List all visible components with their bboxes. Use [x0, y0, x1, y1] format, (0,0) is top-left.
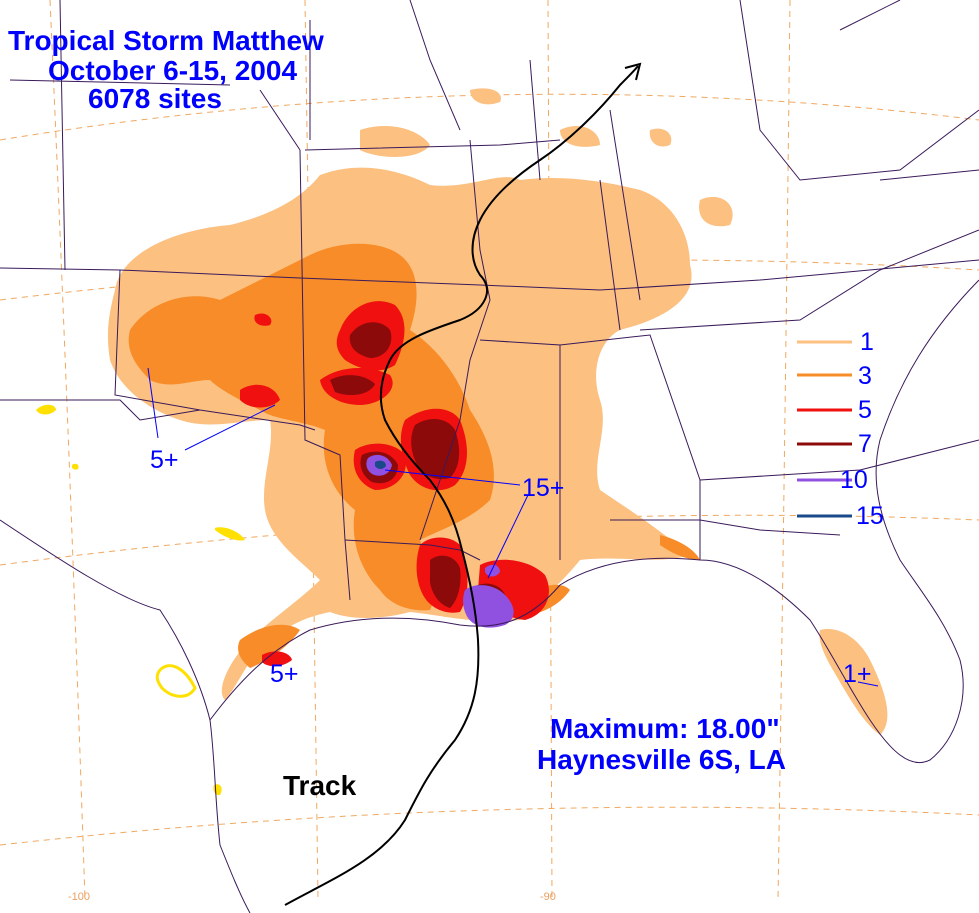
longitude-label-left: -100: [68, 891, 90, 903]
title-line-3: 6078 sites: [88, 83, 222, 114]
rainfall-15-inch-area: [375, 460, 386, 469]
annotation-leaders: [147, 367, 879, 687]
legend-label-1: 1: [860, 328, 874, 356]
center-max-label: 15+: [522, 474, 564, 502]
legend-label-7: 7: [858, 430, 872, 458]
title-line-1: Tropical Storm Matthew: [8, 25, 324, 56]
legend-label-10: 10: [840, 466, 868, 494]
legend-label-3: 3: [858, 362, 872, 390]
rainfall-1-inch-area: [107, 88, 888, 735]
legend: 1 3 5 7 10 15: [797, 328, 884, 530]
storm-track: [284, 62, 642, 906]
state-borders: [0, 0, 979, 601]
coastline: [0, 279, 979, 913]
map-title: Tropical Storm Matthew October 6-15, 200…: [8, 25, 324, 114]
maximum-location: Haynesville 6S, LA: [537, 744, 786, 775]
florida-max-label: 1+: [843, 660, 872, 688]
maximum-value: Maximum: 18.00": [550, 713, 780, 744]
west-max-label: 5+: [150, 446, 179, 474]
texas-max-label: 5+: [270, 660, 299, 688]
legend-label-15: 15: [856, 502, 884, 530]
rainfall-trace-areas: [36, 404, 245, 796]
legend-label-5: 5: [858, 396, 872, 424]
title-line-2: October 6-15, 2004: [48, 55, 297, 86]
longitude-label-right: -90: [540, 891, 556, 903]
track-label: Track: [283, 770, 357, 801]
max-annotations: 5+ 15+ 5+ 1+: [150, 446, 872, 688]
rainfall-7-inch-area: [330, 322, 505, 612]
maximum-info: Maximum: 18.00" Haynesville 6S, LA: [537, 713, 786, 775]
